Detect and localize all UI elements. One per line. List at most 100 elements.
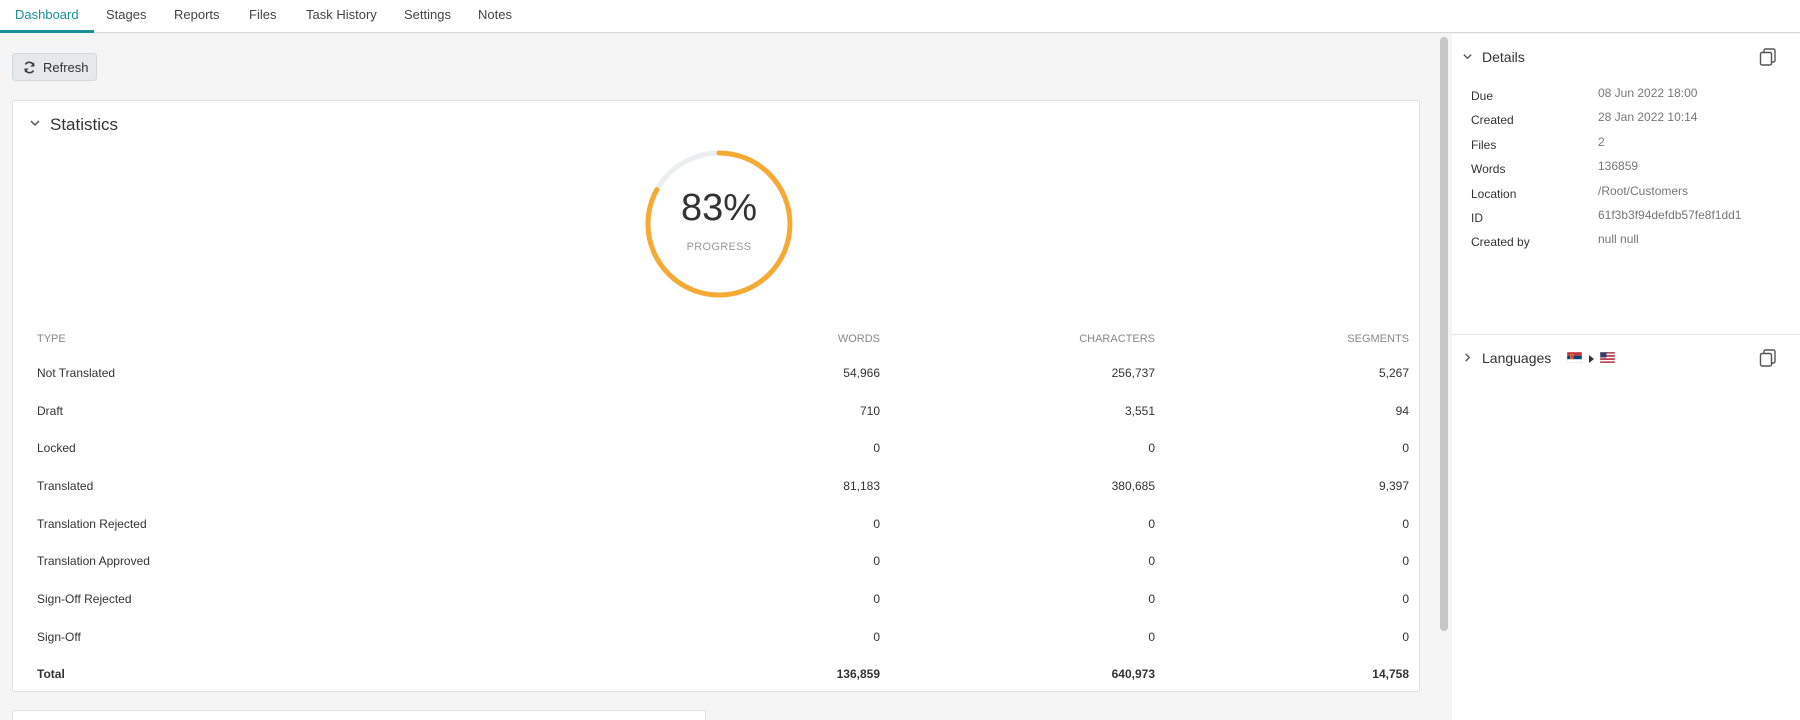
- detail-label: Location: [1471, 186, 1517, 201]
- tab-stages[interactable]: Stages: [106, 7, 147, 22]
- total-segments: 14,758: [1372, 667, 1409, 682]
- table-row: Not Translated 54,966 256,737 5,267: [37, 354, 1409, 392]
- languages-title: Languages: [1482, 350, 1552, 366]
- row-segments: 0: [1402, 554, 1409, 569]
- total-characters: 640,973: [1111, 667, 1155, 682]
- row-words: 0: [873, 516, 880, 531]
- column-header-characters: CHARACTERS: [1079, 333, 1155, 345]
- row-characters: 256,737: [1111, 365, 1155, 380]
- row-type: Locked: [37, 441, 76, 456]
- tab-files[interactable]: Files: [249, 7, 277, 22]
- main-scrollbar[interactable]: [1440, 37, 1448, 631]
- detail-row-files: Files 2: [1471, 135, 1791, 159]
- copy-icon: [1758, 349, 1778, 372]
- row-segments: 5,267: [1378, 365, 1409, 380]
- row-segments: 9,397: [1378, 478, 1409, 493]
- row-segments: 0: [1402, 629, 1409, 644]
- statistics-title: Statistics: [50, 115, 119, 134]
- total-words: 136,859: [836, 667, 880, 682]
- arrow-right-icon: [1588, 350, 1595, 366]
- details-title: Details: [1482, 49, 1525, 65]
- tab-reports[interactable]: Reports: [174, 7, 220, 22]
- row-words: 54,966: [843, 365, 880, 380]
- detail-label: Created: [1471, 113, 1514, 128]
- row-characters: 0: [1148, 554, 1155, 569]
- row-words: 0: [873, 441, 880, 456]
- row-type: Not Translated: [37, 365, 116, 380]
- details-list: Due 08 Jun 2022 18:00 Created 28 Jan 202…: [1471, 86, 1791, 257]
- detail-value: /Root/Customers: [1598, 183, 1689, 198]
- table-row: Draft 710 3,551 94: [37, 392, 1409, 430]
- tab-dashboard[interactable]: Dashboard: [0, 0, 94, 33]
- detail-value: 2: [1598, 134, 1605, 149]
- refresh-label: Refresh: [43, 59, 89, 75]
- row-characters: 3,551: [1124, 403, 1155, 418]
- detail-label: Words: [1471, 162, 1506, 177]
- detail-label: Files: [1471, 137, 1497, 152]
- row-segments: 0: [1402, 591, 1409, 606]
- secondary-card: [12, 710, 706, 720]
- detail-value: 136859: [1598, 159, 1639, 174]
- tab-notes[interactable]: Notes: [478, 7, 512, 22]
- statistics-toggle[interactable]: Statistics: [29, 115, 118, 135]
- detail-row-created: Created 28 Jan 2022 10:14: [1471, 110, 1791, 134]
- table-row: Translation Approved 0 0 0: [37, 542, 1409, 580]
- chevron-down-icon: [29, 116, 41, 134]
- column-header-words: WORDS: [837, 333, 880, 345]
- detail-row-location: Location /Root/Customers: [1471, 184, 1791, 208]
- detail-row-created-by: Created by null null: [1471, 232, 1791, 256]
- serbia-flag-icon: [1567, 350, 1583, 366]
- row-characters: 0: [1148, 441, 1155, 456]
- tab-task-history[interactable]: Task History: [306, 7, 377, 22]
- refresh-icon: [23, 61, 36, 74]
- row-words: 710: [859, 403, 880, 418]
- row-characters: 0: [1148, 591, 1155, 606]
- chevron-right-icon: [1462, 350, 1473, 366]
- row-words: 81,183: [843, 478, 880, 493]
- details-toggle[interactable]: Details: [1462, 49, 1525, 65]
- row-type: Sign-Off: [37, 629, 81, 644]
- statistics-table: TYPE WORDS CHARACTERS SEGMENTS Not Trans…: [37, 324, 1409, 693]
- progress-arc: [645, 150, 793, 298]
- detail-label: Created by: [1471, 235, 1530, 250]
- table-row: Translation Rejected 0 0 0: [37, 505, 1409, 543]
- side-panel: Details Due 08 Jun 2022 18:00 Created 28…: [1452, 34, 1800, 720]
- row-segments: 0: [1402, 441, 1409, 456]
- table-total-row: Total 136,859 640,973 14,758: [37, 656, 1409, 694]
- row-type: Sign-Off Rejected: [37, 591, 132, 606]
- row-characters: 0: [1148, 516, 1155, 531]
- refresh-button[interactable]: Refresh: [12, 53, 97, 81]
- detail-value: 61f3b3f94defdb57fe8f1dd1: [1598, 207, 1742, 222]
- tab-settings[interactable]: Settings: [404, 7, 451, 22]
- copy-icon: [1758, 48, 1778, 71]
- detail-label: Due: [1471, 89, 1494, 103]
- detail-row-words: Words 136859: [1471, 159, 1791, 183]
- total-type: Total: [37, 667, 65, 682]
- detail-value: 28 Jan 2022 10:14: [1598, 110, 1698, 125]
- progress-label: PROGRESS: [686, 241, 752, 253]
- column-header-segments: SEGMENTS: [1347, 333, 1409, 345]
- row-characters: 0: [1148, 629, 1155, 644]
- statistics-card: Statistics 83% PROGRESS TYPE WORDS CHARA…: [12, 100, 1420, 692]
- languages-toggle[interactable]: Languages: [1462, 350, 1616, 366]
- us-flag-icon: [1600, 350, 1616, 366]
- table-row: Sign-Off Rejected 0 0 0: [37, 580, 1409, 618]
- row-segments: 94: [1395, 403, 1409, 418]
- row-type: Draft: [37, 403, 64, 418]
- row-words: 0: [873, 554, 880, 569]
- detail-row-id: ID 61f3b3f94defdb57fe8f1dd1: [1471, 208, 1791, 232]
- table-row: Translated 81,183 380,685 9,397: [37, 467, 1409, 505]
- column-header-type: TYPE: [37, 333, 66, 345]
- row-type: Translation Rejected: [37, 516, 147, 531]
- detail-value: null null: [1598, 232, 1639, 247]
- row-type: Translated: [37, 478, 94, 493]
- detail-row-due: Due 08 Jun 2022 18:00: [1471, 86, 1791, 110]
- copy-languages-button[interactable]: [1758, 348, 1780, 370]
- copy-details-button[interactable]: [1758, 47, 1780, 69]
- table-header-row: TYPE WORDS CHARACTERS SEGMENTS: [37, 324, 1409, 354]
- row-words: 0: [873, 591, 880, 606]
- main-content: Refresh Statistics 83% PROGRESS TYPE: [0, 34, 1448, 720]
- row-type: Translation Approved: [37, 554, 150, 569]
- progress-value: 83%: [680, 187, 758, 229]
- row-segments: 0: [1402, 516, 1409, 531]
